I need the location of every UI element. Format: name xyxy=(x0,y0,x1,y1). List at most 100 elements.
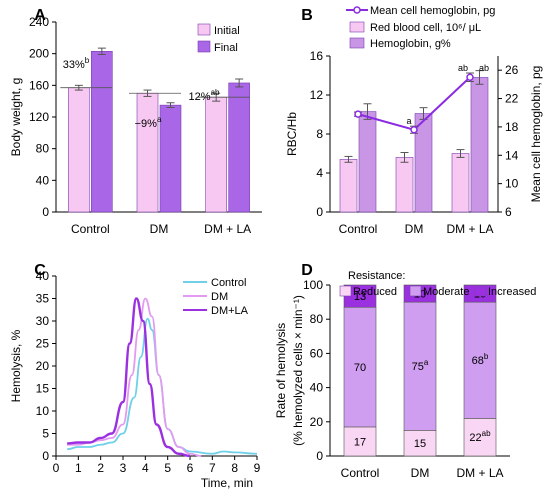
panel-a-y-tick-label: 0 xyxy=(42,205,49,219)
panel-b-y-tick-label: 12 xyxy=(310,88,324,102)
panel-b-bar-hemoglobin xyxy=(358,111,377,213)
panel-b-mch-point xyxy=(466,73,474,82)
panel-b-category-label: Control xyxy=(339,222,378,236)
panel-c-y-tick-label: 35 xyxy=(36,292,50,306)
panel-d-y-tick-label: 20 xyxy=(310,415,324,429)
panel-b-bar-rbc xyxy=(395,157,414,213)
panel-c-x-tick-label: 2 xyxy=(97,461,104,475)
panel-c-y-tick-label: 15 xyxy=(36,382,50,396)
panel-a-y-tick-label: 200 xyxy=(29,47,49,61)
panel-b-sig-dmla-hb: ab xyxy=(479,63,489,73)
panel-b-y-tick-label: 8 xyxy=(316,127,323,141)
panel-d-legend-label: Increased xyxy=(488,286,536,298)
panel-c-y-tick-label: 10 xyxy=(36,404,50,418)
panel-b-category-label: DM + LA xyxy=(446,222,493,236)
panel-d-segment-label: 68b xyxy=(472,352,489,367)
panel-b-right-y-tick-label: 10 xyxy=(505,177,519,191)
panel-d-segment-label: 75a xyxy=(412,358,429,373)
panel-d-y-label-2: (% hemolyzed cells × min⁻¹) xyxy=(291,295,305,446)
panel-a-legend-swatch xyxy=(197,40,211,53)
panel-a-y-label: Body weight, g xyxy=(9,78,23,157)
panel-b-letter: B xyxy=(301,7,313,24)
panel-a-category-label: DM xyxy=(150,222,169,236)
panel-d-legend-label: Reduced xyxy=(353,286,397,298)
panel-b-right-y-tick-label: 26 xyxy=(505,63,519,77)
panel-a-bar-final xyxy=(91,50,113,213)
panel-d-segment-label: 13 xyxy=(354,291,366,303)
panel-b-legend-swatch xyxy=(349,21,365,33)
panel-b-right-y-tick-label: 18 xyxy=(505,120,519,134)
panel-a-category-label: DM + LA xyxy=(204,222,251,236)
panel-d-segment-label: 17 xyxy=(354,436,366,448)
panel-b-legend-marker xyxy=(353,6,361,14)
panel-c-legend-label: Control xyxy=(211,277,246,289)
panel-b-y-tick-label: 16 xyxy=(310,49,324,63)
panel-c-y-tick-label: 25 xyxy=(36,337,50,351)
panel-b-legend-swatch xyxy=(349,37,365,49)
panel-d-segment-label: 70 xyxy=(354,362,366,374)
panel-d-legend-swatch xyxy=(474,285,487,297)
panel-d-legend-swatch xyxy=(409,285,422,297)
panel-c-x-tick-label: 4 xyxy=(142,461,149,475)
panel-a-y-tick-label: 80 xyxy=(36,142,50,156)
panel-d-category-label: DM + LA xyxy=(456,466,503,480)
panel-b-right-y-tick-label: 22 xyxy=(505,92,519,106)
panel-a-bar-initial xyxy=(205,96,227,213)
panel-c-x-tick-label: 8 xyxy=(231,461,238,475)
panel-c-x-tick-label: 7 xyxy=(209,461,216,475)
panel-a-y-tick-label: 240 xyxy=(29,15,49,29)
panel-c-letter: C xyxy=(34,262,46,279)
panel-d-segment-label: 15 xyxy=(414,438,426,450)
panel-b-legend-label: Hemoglobin, g% xyxy=(370,38,451,50)
panel-b-y-tick-label: 0 xyxy=(316,205,323,219)
panel-c-x-tick-label: 9 xyxy=(254,461,261,475)
panel-d-y-tick-label: 60 xyxy=(310,346,324,360)
panel-a-bar-initial xyxy=(68,87,90,213)
panel-b-mch-point xyxy=(410,125,418,134)
panel-b-y-label: RBC/Hb xyxy=(285,112,299,156)
panel-c-legend-label: DM+LA xyxy=(211,305,249,317)
panel-d-y-tick-label: 40 xyxy=(310,381,324,395)
panel-b-legend-label: Red blood cell, 10⁶/ μL xyxy=(370,22,481,34)
panel-d-y-tick-label: 80 xyxy=(310,312,324,326)
panel-b-bar-hemoglobin xyxy=(414,113,433,213)
panel-a-legend-swatch xyxy=(197,23,211,36)
panel-b-bar-rbc xyxy=(451,153,470,213)
panel-c-x-tick-label: 1 xyxy=(75,461,82,475)
panel-c-y-tick-label: 20 xyxy=(36,359,50,373)
panel-d-legend-title: Resistance: xyxy=(348,270,405,282)
panel-c-y-tick-label: 40 xyxy=(36,269,50,283)
panel-d-y-tick-label: 0 xyxy=(316,449,323,463)
panel-a-category-label: Control xyxy=(71,222,110,236)
panel-b-bar-rbc xyxy=(339,159,358,213)
panel-d-legend-swatch xyxy=(339,285,352,297)
panel-c-x-tick-label: 3 xyxy=(120,461,127,475)
panel-b-sig-dmla-mch: ab xyxy=(458,63,468,73)
panel-b-mch-point xyxy=(354,110,362,118)
panel-a-bar-final xyxy=(228,82,250,213)
panel-c-line-dm-la xyxy=(67,297,191,458)
panel-c-x-tick-label: 6 xyxy=(187,461,194,475)
panel-c-y-tick-label: 5 xyxy=(42,427,49,441)
panel-b-right-y-tick-label: 6 xyxy=(505,205,512,219)
panel-d-category-label: DM xyxy=(411,466,430,480)
panel-b-legend-label: Mean cell hemoglobin, pg xyxy=(370,5,495,17)
panel-a-change-dmla: 12%ab xyxy=(189,88,220,103)
panel-d-segment-label: 22ab xyxy=(469,429,491,444)
panel-d-category-label: Control xyxy=(341,466,380,480)
panel-b-bar-hemoglobin xyxy=(470,77,489,213)
panel-b-sig-dm: a xyxy=(406,116,411,126)
panel-d-letter: D xyxy=(301,262,313,279)
panel-a-y-tick-label: 120 xyxy=(29,110,49,124)
panel-c-x-tick-label: 5 xyxy=(164,461,171,475)
panel-b-y-tick-label: 4 xyxy=(316,166,323,180)
panel-a-bar-initial xyxy=(136,92,159,213)
panel-c-line-control xyxy=(67,317,258,455)
panel-b-right-y-tick-label: 14 xyxy=(505,148,519,162)
panel-d-y-tick-label: 100 xyxy=(303,278,323,292)
panel-c-y-tick-label: 30 xyxy=(36,314,50,328)
panel-a-change-dm: −9%a xyxy=(135,115,162,130)
panel-d-y-label: Rate of hemolysis xyxy=(274,323,288,418)
panel-a-legend-label: Initial xyxy=(214,25,240,37)
